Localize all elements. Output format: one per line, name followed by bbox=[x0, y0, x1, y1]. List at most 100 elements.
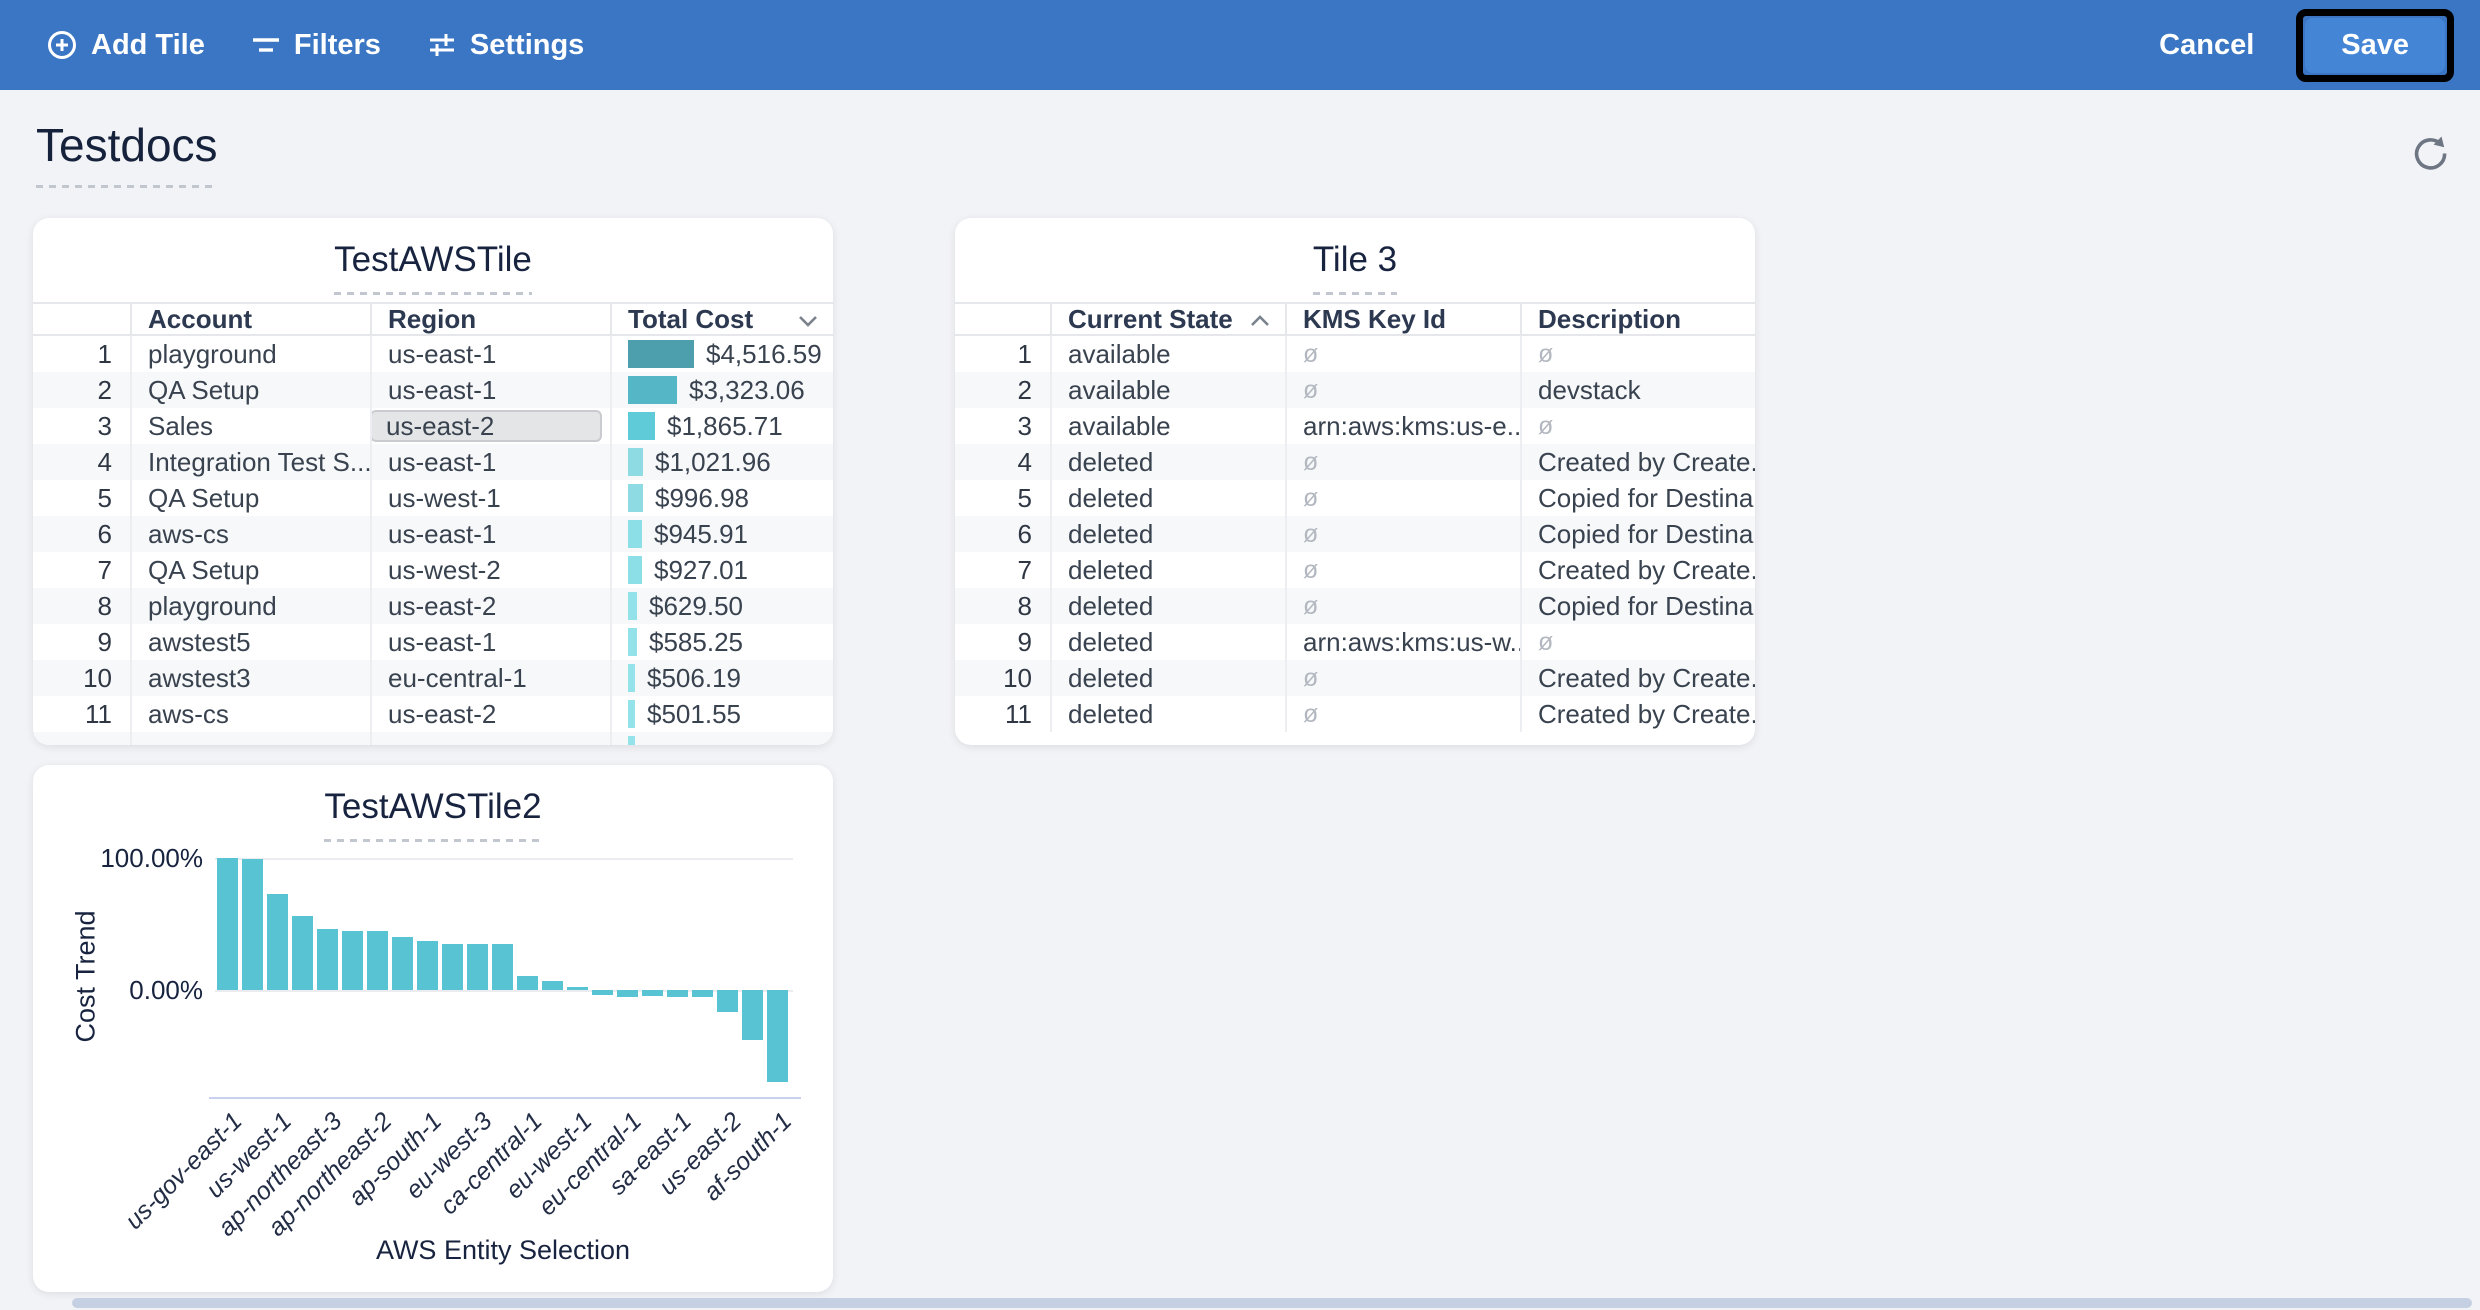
total-cost-cell[interactable]: $629.50 bbox=[610, 588, 833, 624]
chart-bar[interactable] bbox=[317, 929, 338, 990]
total-cost-cell[interactable]: $927.01 bbox=[610, 552, 833, 588]
region-cell[interactable] bbox=[370, 732, 610, 745]
kms-key-cell[interactable]: arn:aws:kms:us-w... bbox=[1285, 624, 1520, 660]
kms-key-cell[interactable]: ø bbox=[1285, 372, 1520, 408]
description-cell[interactable]: Created by Create... bbox=[1520, 696, 1755, 732]
settings-button[interactable]: Settings bbox=[427, 29, 584, 62]
save-button[interactable]: Save bbox=[2305, 17, 2445, 73]
description-cell[interactable]: Copied for Destina... bbox=[1520, 480, 1755, 516]
kms-key-cell[interactable]: ø bbox=[1285, 336, 1520, 372]
description-cell[interactable]: ø bbox=[1520, 408, 1755, 444]
account-cell[interactable]: QA Setup bbox=[130, 372, 370, 408]
tile1-title[interactable]: TestAWSTile bbox=[334, 240, 532, 295]
chart-bar[interactable] bbox=[567, 987, 588, 990]
chart-bar[interactable] bbox=[692, 990, 713, 997]
region-cell[interactable]: us-east-1 bbox=[370, 372, 610, 408]
cancel-button[interactable]: Cancel bbox=[2159, 28, 2255, 61]
current-state-cell[interactable]: deleted bbox=[1050, 480, 1285, 516]
total-cost-cell[interactable]: $1,021.96 bbox=[610, 444, 833, 480]
total-cost-cell[interactable]: $945.91 bbox=[610, 516, 833, 552]
current-state-cell[interactable]: deleted bbox=[1050, 588, 1285, 624]
chart-bar[interactable] bbox=[517, 976, 538, 990]
account-cell[interactable]: playground bbox=[130, 588, 370, 624]
account-cell[interactable]: awstest3 bbox=[130, 660, 370, 696]
total-cost-cell[interactable]: $4,516.59 bbox=[610, 336, 833, 372]
chart-bar[interactable] bbox=[267, 893, 288, 990]
chart-bar[interactable] bbox=[367, 931, 388, 990]
current-state-cell[interactable]: deleted bbox=[1050, 516, 1285, 552]
current-state-cell[interactable]: deleted bbox=[1050, 696, 1285, 732]
tile2-header-kmskeyid[interactable]: KMS Key Id bbox=[1285, 304, 1520, 334]
chart-bar[interactable] bbox=[442, 943, 463, 990]
tile2-title[interactable]: Tile 3 bbox=[1312, 240, 1398, 295]
chart-bar[interactable] bbox=[242, 858, 263, 990]
chart-bar[interactable] bbox=[492, 944, 513, 990]
total-cost-cell[interactable]: $1,865.71 bbox=[610, 408, 833, 444]
current-state-cell[interactable]: deleted bbox=[1050, 624, 1285, 660]
kms-key-cell[interactable]: ø bbox=[1285, 552, 1520, 588]
description-cell[interactable]: Created by Create... bbox=[1520, 660, 1755, 696]
total-cost-cell[interactable] bbox=[610, 732, 833, 745]
refresh-icon[interactable] bbox=[2410, 132, 2452, 179]
tile3-title[interactable]: TestAWSTile2 bbox=[324, 787, 542, 842]
description-cell[interactable]: Copied for Destina... bbox=[1520, 588, 1755, 624]
tile1-header-account[interactable]: Account bbox=[130, 304, 370, 334]
region-cell[interactable]: us-east-2 bbox=[370, 588, 610, 624]
region-cell[interactable]: us-east-1 bbox=[370, 444, 610, 480]
current-state-cell[interactable]: deleted bbox=[1050, 660, 1285, 696]
description-cell[interactable]: Copied for Destina... bbox=[1520, 516, 1755, 552]
tile2-header-description[interactable]: Description bbox=[1520, 304, 1755, 334]
description-cell[interactable]: ø bbox=[1520, 336, 1755, 372]
region-cell[interactable]: us-east-1 bbox=[370, 624, 610, 660]
total-cost-cell[interactable]: $501.55 bbox=[610, 696, 833, 732]
chart-bar[interactable] bbox=[617, 990, 638, 997]
description-cell[interactable]: Created by Create... bbox=[1520, 552, 1755, 588]
tile2-header-currentstate[interactable]: Current State bbox=[1050, 304, 1285, 334]
add-tile-button[interactable]: Add Tile bbox=[46, 29, 205, 62]
account-cell[interactable]: aws-cs bbox=[130, 516, 370, 552]
region-cell[interactable]: us-east-1 bbox=[370, 516, 610, 552]
current-state-cell[interactable]: deleted bbox=[1050, 444, 1285, 480]
account-cell[interactable] bbox=[130, 732, 370, 745]
account-cell[interactable]: aws-cs bbox=[130, 696, 370, 732]
tile1-header-region[interactable]: Region bbox=[370, 304, 610, 334]
tile1-header-totalcost[interactable]: Total Cost bbox=[610, 304, 833, 334]
account-cell[interactable]: QA Setup bbox=[130, 552, 370, 588]
chart-bar[interactable] bbox=[717, 990, 738, 1013]
total-cost-cell[interactable]: $506.19 bbox=[610, 660, 833, 696]
chart-bar[interactable] bbox=[767, 990, 788, 1083]
chart-bar[interactable] bbox=[467, 943, 488, 990]
current-state-cell[interactable]: available bbox=[1050, 408, 1285, 444]
current-state-cell[interactable]: available bbox=[1050, 336, 1285, 372]
filters-button[interactable]: Filters bbox=[251, 29, 381, 62]
chart-bar[interactable] bbox=[392, 936, 413, 990]
account-cell[interactable]: awstest5 bbox=[130, 624, 370, 660]
total-cost-cell[interactable]: $3,323.06 bbox=[610, 372, 833, 408]
kms-key-cell[interactable]: ø bbox=[1285, 588, 1520, 624]
region-cell[interactable]: us-east-2 bbox=[370, 408, 610, 444]
chart-bar[interactable] bbox=[417, 941, 438, 990]
page-title[interactable]: Testdocs bbox=[36, 118, 218, 188]
chart-bar[interactable] bbox=[342, 930, 363, 990]
kms-key-cell[interactable]: ø bbox=[1285, 660, 1520, 696]
kms-key-cell[interactable]: ø bbox=[1285, 444, 1520, 480]
account-cell[interactable]: Integration Test S... bbox=[130, 444, 370, 480]
account-cell[interactable]: QA Setup bbox=[130, 480, 370, 516]
account-cell[interactable]: Sales bbox=[130, 408, 370, 444]
kms-key-cell[interactable]: ø bbox=[1285, 480, 1520, 516]
account-cell[interactable]: playground bbox=[130, 336, 370, 372]
chart-bar[interactable] bbox=[542, 980, 563, 990]
current-state-cell[interactable]: deleted bbox=[1050, 552, 1285, 588]
region-cell[interactable]: us-east-2 bbox=[370, 696, 610, 732]
total-cost-cell[interactable]: $996.98 bbox=[610, 480, 833, 516]
current-state-cell[interactable]: available bbox=[1050, 372, 1285, 408]
chart-bar[interactable] bbox=[217, 858, 238, 990]
kms-key-cell[interactable]: arn:aws:kms:us-e... bbox=[1285, 408, 1520, 444]
region-cell[interactable]: eu-central-1 bbox=[370, 660, 610, 696]
region-cell[interactable]: us-west-1 bbox=[370, 480, 610, 516]
total-cost-cell[interactable]: $585.25 bbox=[610, 624, 833, 660]
description-cell[interactable]: ø bbox=[1520, 624, 1755, 660]
chart-bar[interactable] bbox=[292, 916, 313, 990]
region-cell[interactable]: us-east-1 bbox=[370, 336, 610, 372]
chart-bar[interactable] bbox=[642, 990, 663, 996]
